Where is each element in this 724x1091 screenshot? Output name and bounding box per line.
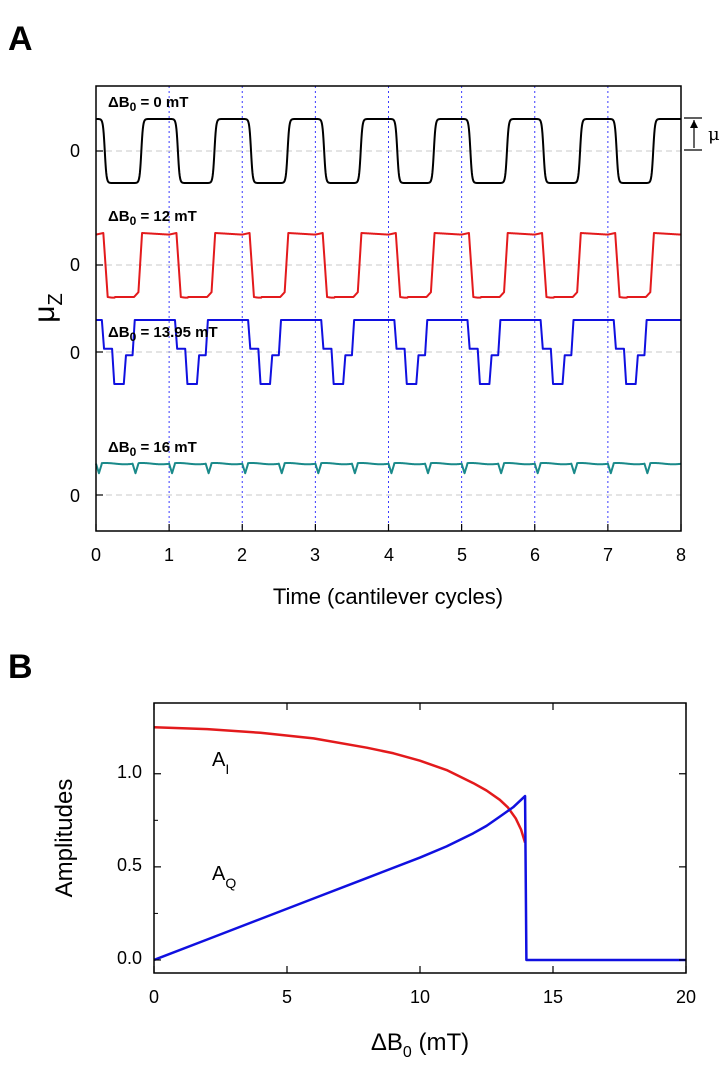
a-x-tick-label-2: 2 [237, 545, 247, 565]
panel-a-ticks [95, 150, 682, 531]
series-line-1 [153, 794, 686, 962]
y-zero-label-0: 0 [70, 141, 80, 161]
panel-letter-b: B [8, 648, 33, 686]
panel-a-chart: ΔB0 = 0 mT ΔB0 = 12 mT ΔB0 = 13.95 mT ΔB… [28, 85, 720, 609]
a-x-tick-label-6: 6 [530, 545, 540, 565]
a-x-tick-label-3: 3 [310, 545, 320, 565]
b-x-tick-label-0: 0 [149, 987, 159, 1007]
trace-label-2: ΔB0 = 13.95 mT [108, 324, 218, 344]
y-zero-label-1: 0 [70, 255, 80, 275]
trace-line-1 [95, 232, 682, 299]
trace-label-1: ΔB0 = 12 mT [108, 208, 197, 228]
b-x-tick-label-15: 15 [543, 987, 563, 1007]
panel-a-traces [95, 118, 682, 475]
series-line-0 [153, 725, 527, 844]
b-y-tick-label-1: 0.5 [117, 855, 142, 875]
panel-b-ticks [153, 703, 687, 973]
b-y-tick-label-0: 0.0 [117, 948, 142, 968]
b-x-tick-label-10: 10 [410, 987, 430, 1007]
a-x-axis-title: Time (cantilever cycles) [273, 584, 503, 609]
series-label-aq: AQ [212, 863, 236, 891]
b-x-tick-label-5: 5 [282, 987, 292, 1007]
trace-label-0: ΔB0 = 0 mT [108, 94, 188, 114]
trace-line-3 [95, 462, 682, 475]
b-y-axis-title: Amplitudes [51, 779, 78, 898]
a-x-tick-label-7: 7 [603, 545, 613, 565]
b-x-axis-title: ΔB0 (mT) [371, 1029, 469, 1061]
a-x-tick-label-1: 1 [164, 545, 174, 565]
y-zero-label-3: 0 [70, 486, 80, 506]
series-label-ai: AI [212, 749, 229, 777]
panel-letter-a: A [8, 20, 33, 58]
y-zero-label-2: 0 [70, 343, 80, 363]
trace-label-3: ΔB0 = 16 mT [108, 439, 197, 459]
a-x-tick-label-4: 4 [384, 545, 394, 565]
amplitude-marker-label: μ [708, 124, 720, 145]
amplitude-marker: μ [684, 117, 720, 151]
panel-b-series [153, 725, 686, 962]
trace-line-0 [95, 118, 682, 184]
panel-b-frame [153, 702, 687, 974]
b-y-tick-label-2: 1.0 [117, 762, 142, 782]
a-y-axis-title: μZ [28, 293, 67, 323]
panel-a-grid [96, 86, 681, 531]
trace-line-2 [95, 319, 682, 385]
panel-b-chart: 0 5 10 15 20 0.0 0.5 1.0 AI AQ ΔB0 (mT) … [51, 702, 696, 1061]
a-x-tick-label-5: 5 [457, 545, 467, 565]
a-x-tick-label-0: 0 [91, 545, 101, 565]
a-x-tick-label-8: 8 [676, 545, 686, 565]
b-x-tick-label-20: 20 [676, 987, 696, 1007]
